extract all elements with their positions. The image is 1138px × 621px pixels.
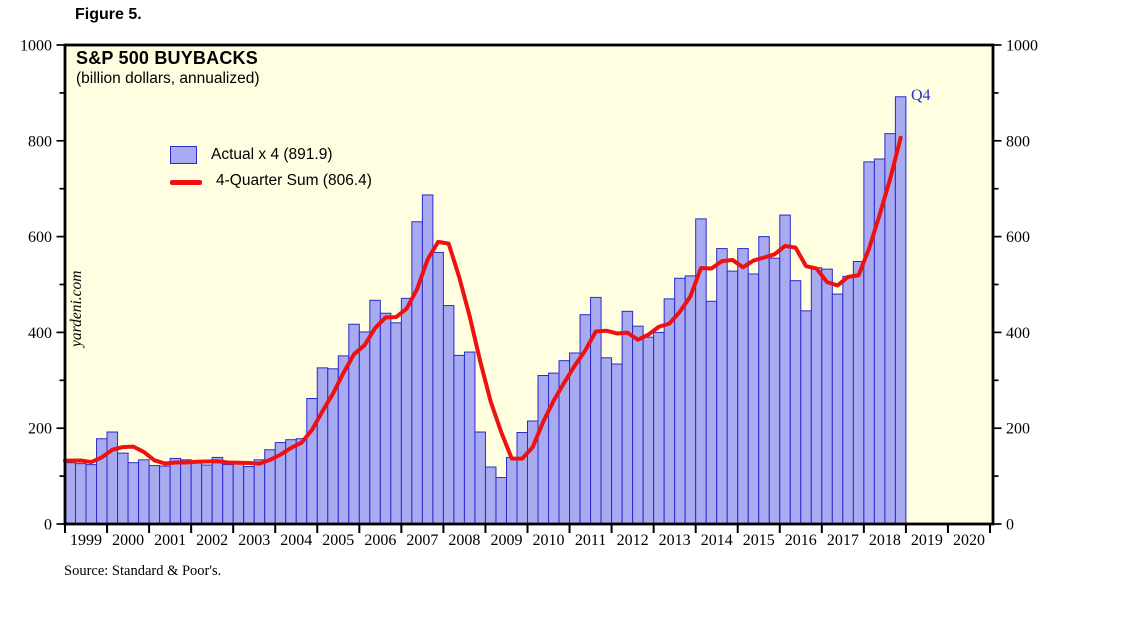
x-axis-year-label: 2013 [659,532,691,549]
x-axis-year-label: 2018 [869,532,901,549]
chart-subtitle: (billion dollars, annualized) [76,70,260,87]
line-swatch-icon [170,179,202,185]
x-axis-year-label: 2000 [112,532,144,549]
x-axis-year-label: 2015 [743,532,775,549]
y-axis-ticks: 0 0 200 200 400 400 600 600 800 800 1000 1000 [20,38,1038,534]
y-axis-label-left: 800 [28,133,52,150]
chart-title: S&P 500 BUYBACKS [76,48,258,68]
bar-swatch-icon [170,146,197,164]
x-axis-year-label: 1999 [70,532,102,549]
x-axis-year-label: 2019 [911,532,943,549]
q4-annotation: Q4 [911,87,931,104]
x-axis-year-label: 2006 [364,532,396,549]
x-axis-year-label: 2004 [280,532,312,549]
plot-frame [63,43,995,526]
line-4-quarter-sum [63,135,903,466]
x-axis-year-label: 2002 [196,532,228,549]
legend-row-sum: 4-Quarter Sum (806.4) [170,169,372,193]
y-axis-label-right: 800 [1006,133,1030,150]
x-axis-year-label: 2010 [533,532,565,549]
x-axis-year-label: 2003 [238,532,270,549]
figure-label: Figure 5. [75,6,142,23]
source-line: Source: Standard & Poor's. [64,563,222,579]
x-axis-year-label: 2008 [448,532,480,549]
x-axis-year-label: 2005 [322,532,354,549]
legend: Actual x 4 (891.9) 4-Quarter Sum (806.4) [170,143,372,193]
x-axis-year-label: 2011 [575,532,606,549]
y-axis-label-right: 0 [1006,517,1014,534]
y-axis-label-right: 1000 [1006,38,1038,55]
legend-label-actual: Actual x 4 (891.9) [211,146,333,163]
y-axis-label-right: 200 [1006,421,1030,438]
x-axis-year-label: 2016 [785,532,817,549]
x-axis-year-label: 2007 [406,532,438,549]
y-axis-label-left: 1000 [20,38,52,55]
y-axis-label-right: 600 [1006,229,1030,246]
x-axis-ticks: 1999 2000 2001 2002 2003 2004 2005 2006 2007 2008… [64,524,991,549]
x-axis-year-label: 2020 [953,532,985,549]
y-axis-label-left: 200 [28,421,52,438]
y-axis-label-left: 0 [44,517,52,534]
x-axis-year-label: 2012 [617,532,649,549]
watermark-yardeni: yardeni.com [68,270,85,347]
legend-row-actual: Actual x 4 (891.9) [170,143,372,167]
x-axis-year-label: 2001 [154,532,186,549]
y-axis-label-left: 600 [28,229,52,246]
x-axis-year-label: 2017 [827,532,859,549]
bars-actual-x4 [64,96,907,525]
x-axis-year-label: 2014 [701,532,733,549]
y-axis-label-left: 400 [28,325,52,342]
x-axis-year-label: 2009 [490,532,522,549]
legend-label-sum: 4-Quarter Sum (806.4) [216,172,372,189]
y-axis-label-right: 400 [1006,325,1030,342]
